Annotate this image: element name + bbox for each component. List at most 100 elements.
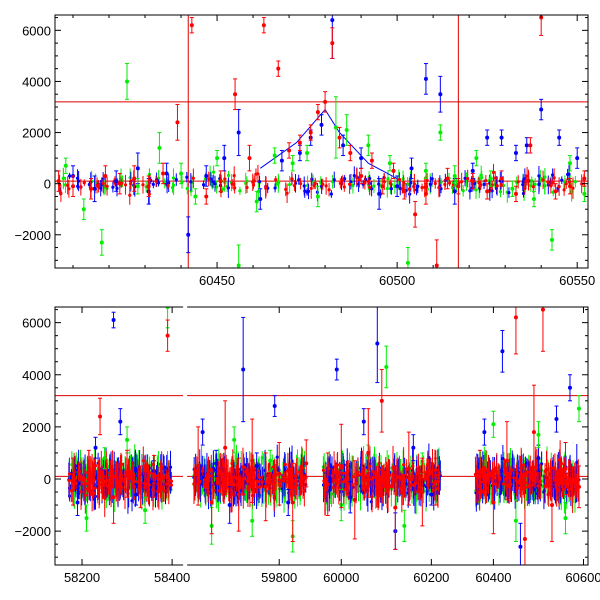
data-point bbox=[513, 151, 518, 155]
noise-point bbox=[390, 476, 394, 481]
noise-point bbox=[133, 468, 138, 472]
noise-point bbox=[260, 456, 264, 460]
noise-point bbox=[277, 180, 281, 184]
noise-point bbox=[335, 463, 340, 467]
data-point bbox=[409, 166, 414, 171]
noise-point bbox=[332, 178, 336, 182]
noise-point bbox=[397, 476, 401, 480]
noise-point bbox=[137, 471, 141, 475]
noise-point bbox=[321, 182, 325, 186]
noise-point bbox=[284, 187, 288, 191]
data-point bbox=[413, 212, 418, 217]
noise-point bbox=[401, 485, 405, 489]
noise-point bbox=[401, 177, 405, 181]
noise-point bbox=[287, 480, 291, 484]
noise-point bbox=[492, 467, 497, 471]
noise-point bbox=[351, 475, 355, 479]
noise-point bbox=[529, 183, 533, 188]
noise-point bbox=[281, 475, 286, 479]
noise-point bbox=[169, 483, 174, 487]
data-point bbox=[247, 156, 252, 161]
noise-point bbox=[524, 179, 528, 183]
noise-point bbox=[283, 462, 288, 467]
noise-point bbox=[368, 464, 372, 468]
noise-point bbox=[143, 466, 147, 470]
noise-point bbox=[241, 465, 246, 469]
noise-point bbox=[466, 176, 470, 181]
noise-point bbox=[159, 485, 164, 489]
noise-point bbox=[551, 173, 555, 177]
noise-point bbox=[510, 468, 514, 472]
noise-point bbox=[420, 185, 424, 190]
y-tick-label: 4000 bbox=[22, 74, 51, 89]
noise-point bbox=[79, 477, 84, 482]
data-point bbox=[369, 158, 374, 163]
data-point bbox=[290, 161, 295, 166]
noise-point bbox=[388, 181, 392, 185]
noise-point bbox=[79, 185, 83, 189]
noise-point bbox=[174, 178, 178, 182]
noise-point bbox=[149, 471, 153, 475]
noise-point bbox=[507, 191, 511, 195]
y-tick-label: 2000 bbox=[22, 126, 51, 141]
noise-point bbox=[562, 188, 566, 192]
data-point bbox=[553, 189, 558, 194]
noise-point bbox=[295, 473, 299, 477]
data-point bbox=[456, 184, 461, 189]
noise-point bbox=[213, 182, 217, 186]
noise-point bbox=[214, 477, 219, 481]
noise-point bbox=[251, 183, 256, 187]
data-point bbox=[366, 143, 371, 148]
noise-point bbox=[437, 479, 441, 484]
data-point bbox=[348, 151, 353, 155]
noise-point bbox=[141, 459, 145, 463]
data-point bbox=[63, 163, 68, 168]
noise-point bbox=[103, 496, 107, 500]
noise-point bbox=[543, 484, 547, 488]
noise-point bbox=[400, 187, 404, 191]
noise-point bbox=[274, 178, 278, 182]
noise-point bbox=[443, 182, 447, 187]
noise-point bbox=[302, 488, 306, 492]
red-series bbox=[56, 15, 587, 268]
noise-point bbox=[363, 181, 367, 185]
data-point bbox=[567, 161, 572, 166]
noise-point bbox=[520, 487, 524, 491]
noise-point bbox=[538, 479, 542, 484]
data-point bbox=[513, 191, 518, 196]
noise-point bbox=[201, 469, 205, 473]
noise-point bbox=[370, 477, 374, 481]
data-point bbox=[377, 191, 382, 196]
noise-point bbox=[402, 463, 406, 467]
noise-point bbox=[342, 488, 346, 492]
data-point bbox=[359, 174, 364, 178]
noise-point bbox=[300, 483, 304, 487]
noise-point bbox=[232, 475, 236, 479]
noise-point bbox=[288, 183, 292, 187]
noise-point bbox=[479, 173, 483, 177]
noise-point bbox=[198, 479, 202, 484]
data-point bbox=[161, 171, 166, 176]
noise-point bbox=[414, 481, 418, 485]
noise-point bbox=[356, 470, 360, 475]
noise-point bbox=[386, 177, 390, 181]
noise-point bbox=[521, 191, 526, 196]
noise-point bbox=[97, 184, 101, 188]
noise-point bbox=[189, 180, 193, 184]
noise-point bbox=[564, 182, 568, 186]
noise-point bbox=[517, 481, 521, 485]
noise-point bbox=[560, 178, 564, 182]
noise-point bbox=[544, 468, 549, 472]
noise-point bbox=[387, 471, 391, 476]
data-point bbox=[186, 232, 191, 237]
noise-point bbox=[256, 172, 260, 176]
noise-point bbox=[571, 186, 575, 190]
noise-point bbox=[260, 479, 264, 484]
data-point bbox=[499, 135, 504, 140]
noise-point bbox=[191, 176, 195, 180]
noise-point bbox=[123, 487, 127, 492]
noise-point bbox=[238, 189, 242, 193]
noise-points bbox=[67, 440, 581, 518]
noise-point bbox=[162, 475, 166, 479]
data-point bbox=[567, 184, 572, 189]
